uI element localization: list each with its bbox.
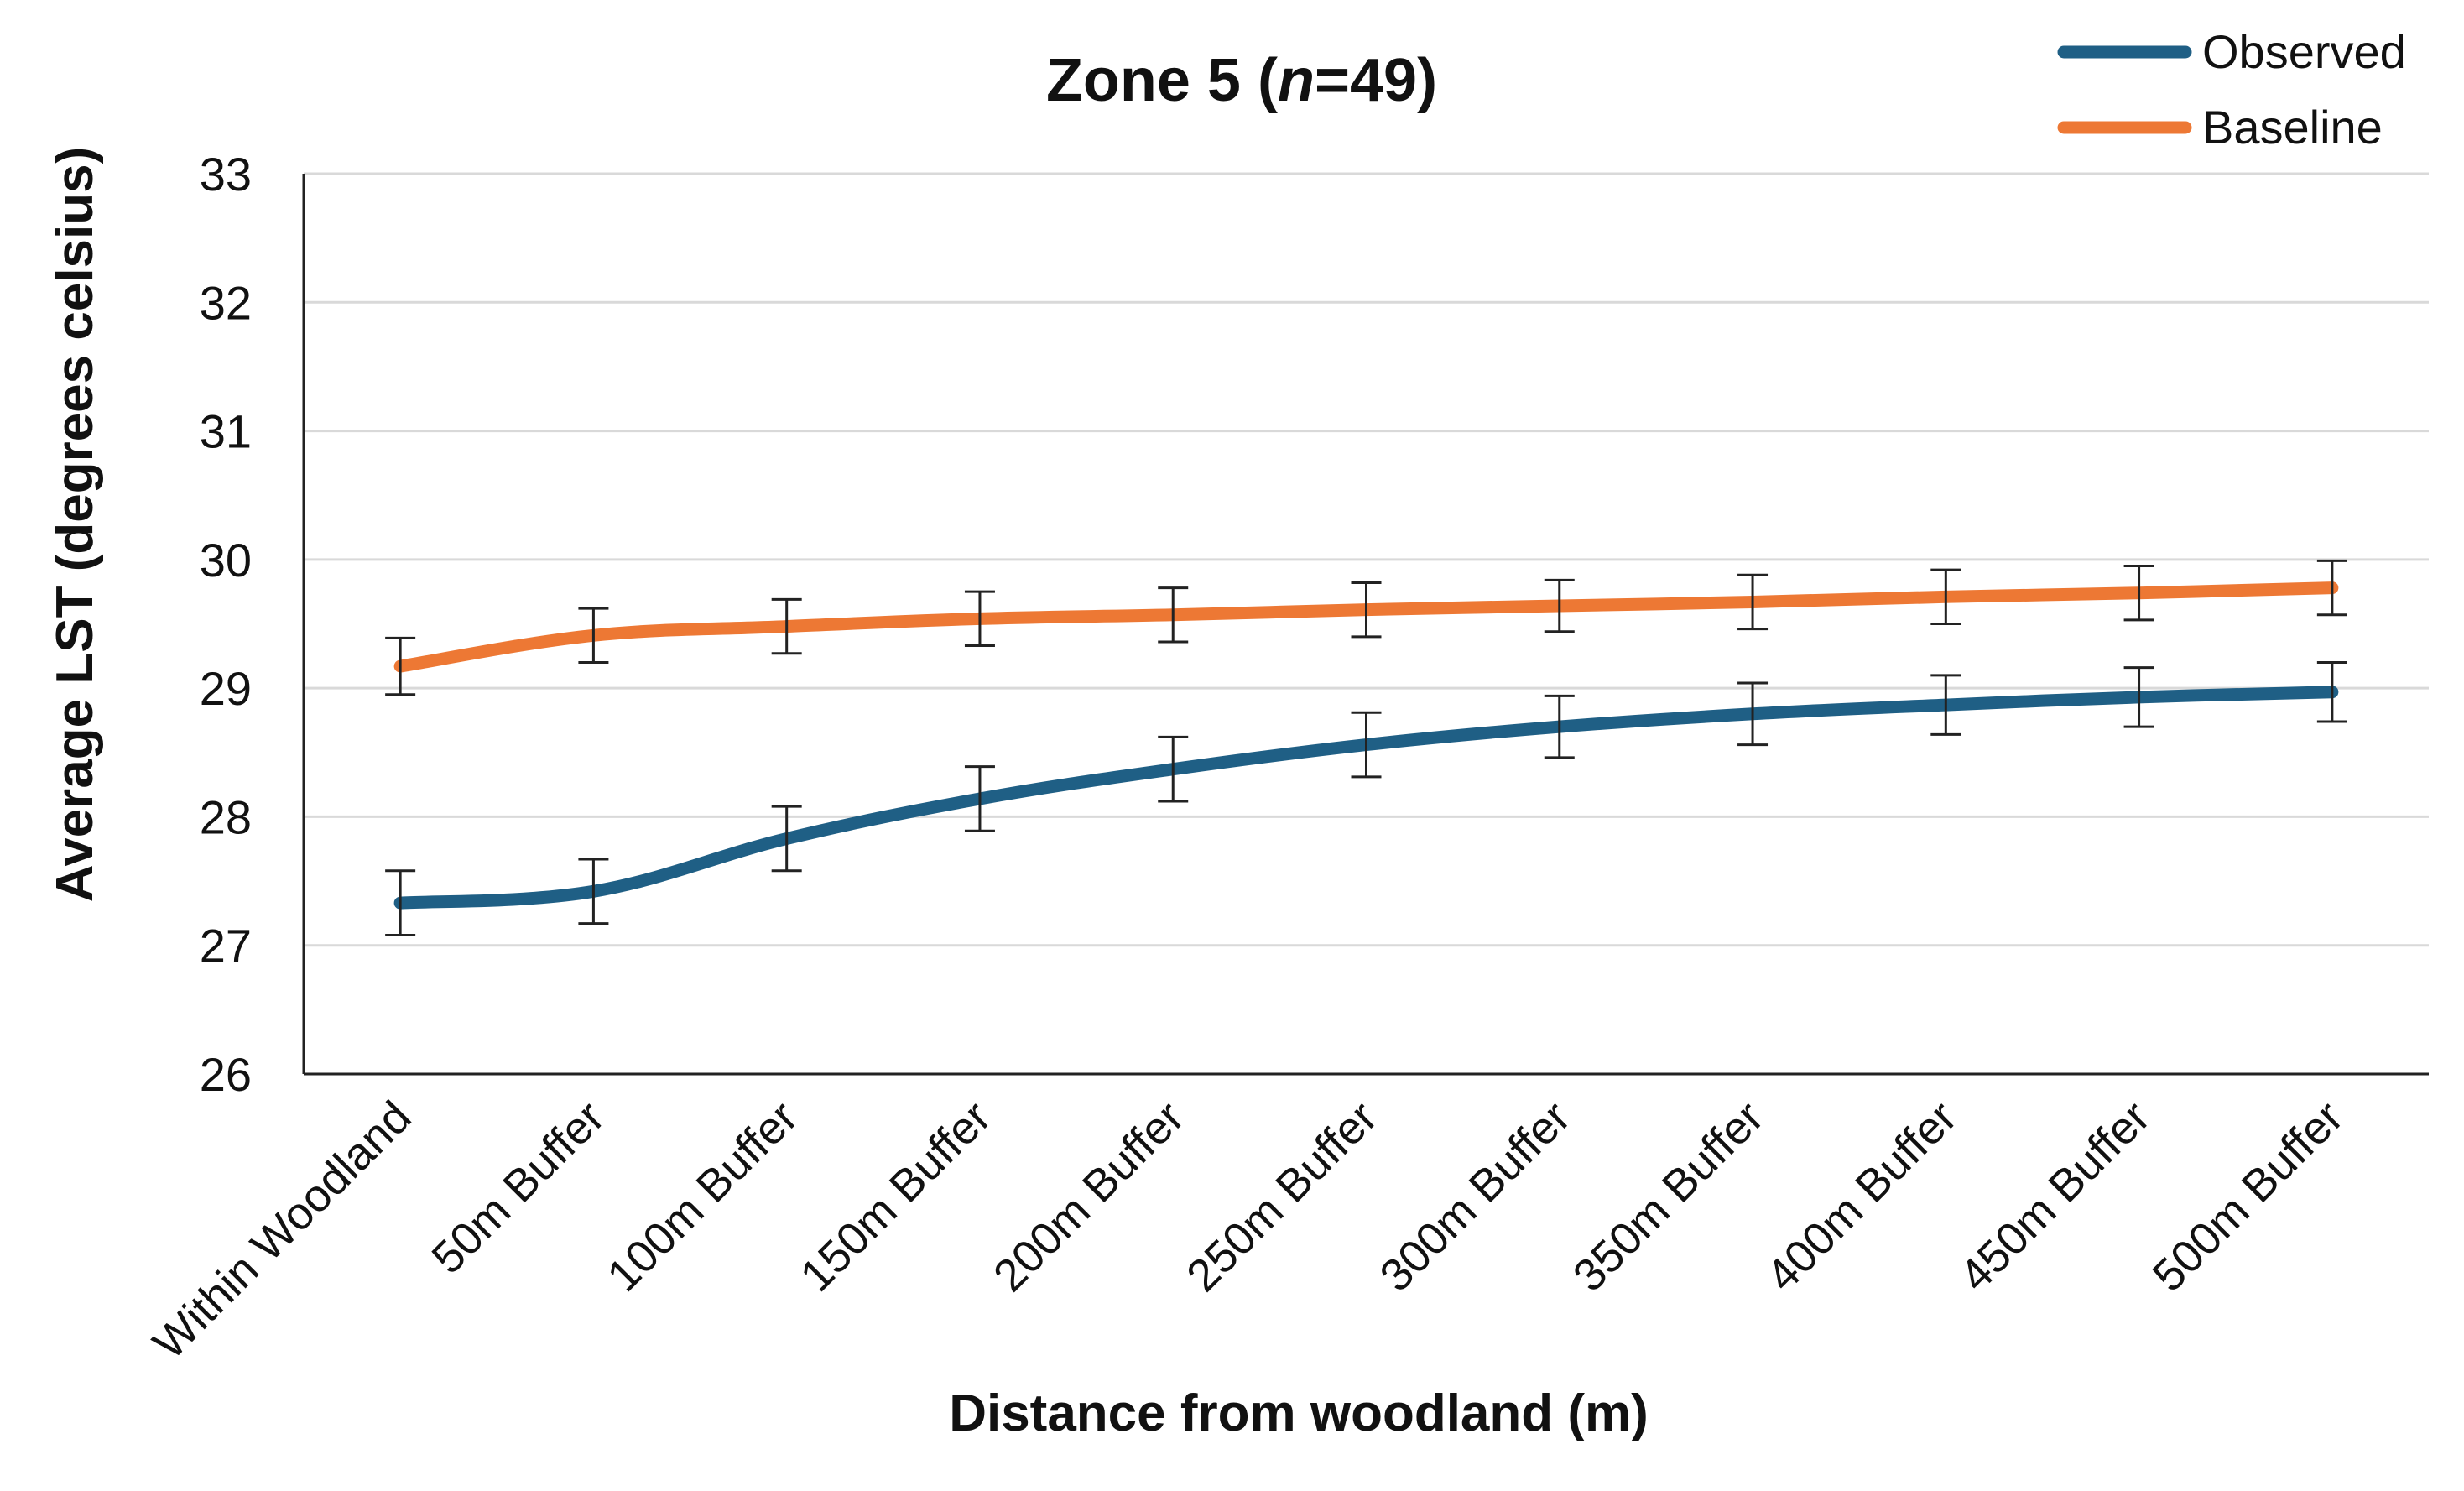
x-tick-label: 150m Buffer [791,1092,1001,1301]
y-tick-label-28: 28 [200,790,252,843]
chart-title: Zone 5 (n=49) [1046,47,1437,114]
error-bar-observed [771,805,802,873]
legend: Observed Baseline [2057,25,2406,154]
x-tick-label: 200m Buffer [984,1092,1194,1301]
error-bar-baseline [578,607,609,664]
error-bar-baseline [385,636,416,696]
error-bar-observed [964,765,995,832]
y-tick-label-32: 32 [200,276,252,329]
error-bar-observed [1930,674,1961,736]
error-bar-observed [1737,681,1769,747]
y-tick-labels: 26 27 28 29 30 31 32 33 [200,148,252,1101]
error-bar-observed [2123,666,2154,728]
x-tick-label: 300m Buffer [1371,1092,1581,1301]
error-bars [385,559,2347,936]
error-bar-baseline [2123,565,2154,622]
y-tick-label-33: 33 [200,148,252,201]
x-tick-label: 400m Buffer [1757,1092,1967,1301]
error-bar-baseline [1737,573,1769,631]
legend-observed-label: Observed [2202,25,2406,78]
y-tick-label-31: 31 [200,405,252,458]
error-bar-baseline [964,590,995,648]
error-bar-baseline [1930,568,1961,625]
y-tick-label-29: 29 [200,662,252,715]
x-axis-label: Distance from woodland (m) [949,1384,1649,1442]
y-tick-label-26: 26 [200,1048,252,1101]
axes [302,174,2429,1076]
x-tick-label: Within Woodland [143,1092,420,1368]
x-tick-label: 500m Buffer [2144,1092,2353,1301]
error-bar-observed [2316,660,2347,723]
legend-baseline-label: Baseline [2202,101,2383,154]
error-bar-baseline [1351,581,1382,639]
error-bar-baseline [2316,559,2347,617]
gridlines [304,172,2429,947]
error-bar-observed [578,858,609,925]
x-tick-label: 350m Buffer [1564,1092,1774,1301]
error-bar-baseline [1158,586,1189,644]
y-tick-label-27: 27 [200,920,252,972]
x-tick-label: 450m Buffer [1950,1092,2159,1301]
error-bar-baseline [1544,578,1575,633]
error-bar-observed [1158,735,1189,803]
error-bar-observed [1544,694,1575,759]
x-tick-label: 250m Buffer [1177,1092,1387,1301]
y-axis-label: Average LST (degrees celsius) [46,147,104,903]
y-tick-label-30: 30 [200,534,252,586]
x-tick-label: 50m Buffer [422,1092,614,1284]
x-tick-label: 100m Buffer [597,1092,807,1301]
error-bar-baseline [771,597,802,655]
error-bar-observed [1351,711,1382,779]
error-bar-observed [385,869,416,936]
